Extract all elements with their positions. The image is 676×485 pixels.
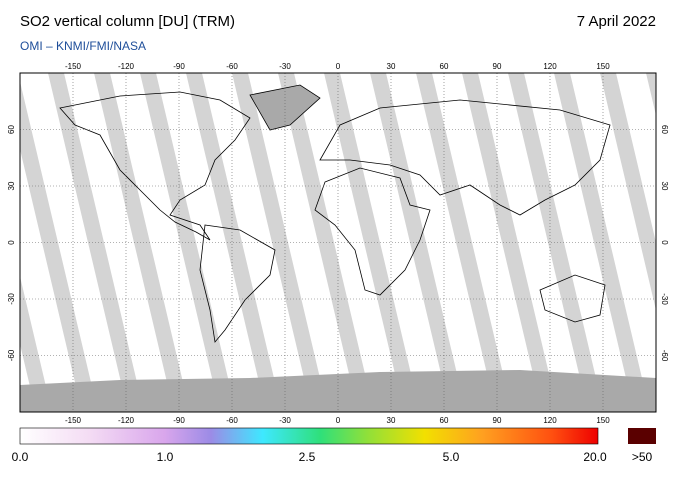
top-lon-label: 60 [440, 62, 449, 71]
swath [524, 73, 634, 412]
left-lat-label: -30 [7, 293, 16, 305]
swath [110, 73, 220, 412]
top-lon-label: 30 [387, 62, 396, 71]
bottom-lon-label: -120 [118, 416, 135, 425]
swath [20, 149, 82, 412]
right-lat-label: 60 [660, 125, 669, 134]
bottom-lon-label: 60 [440, 416, 449, 425]
colorbar-label: 0.0 [12, 450, 29, 464]
top-lon-label: -120 [118, 62, 135, 71]
top-lon-label: 150 [596, 62, 610, 71]
top-lon-label: -30 [279, 62, 291, 71]
colorbar-label: 20.0 [583, 450, 607, 464]
bottom-lon-label: 150 [596, 416, 610, 425]
bottom-lon-label: -90 [173, 416, 185, 425]
left-lat-label: 0 [7, 240, 16, 245]
colorbar-label: 5.0 [443, 450, 460, 464]
bottom-lon-label: -30 [279, 416, 291, 425]
colorbar-label: 1.0 [157, 450, 174, 464]
axis-labels: -150 -150 -120 -120 -90 -90 -60 -60 -30 -30 0 0 30 30… [7, 62, 669, 425]
top-lon-label: 0 [336, 62, 341, 71]
swath [156, 73, 266, 412]
colorbar-overflow [628, 428, 656, 444]
swath [248, 73, 358, 412]
swath [386, 73, 496, 412]
title: SO2 vertical column [DU] (TRM) [20, 13, 235, 30]
colorbar-labels: 0.0 1.0 2.5 5.0 20.0 >50 [12, 450, 653, 464]
right-lat-label: 30 [660, 182, 669, 191]
graticule [20, 73, 656, 412]
top-lon-label: 90 [493, 62, 502, 71]
colorbar-overflow-label: >50 [632, 450, 653, 464]
source: OMI – KNMI/FMI/NASA [20, 39, 146, 53]
colorbar [19, 427, 599, 445]
colorbar-label: 2.5 [299, 450, 316, 464]
bottom-lon-label: 30 [387, 416, 396, 425]
swath [616, 73, 656, 243]
right-lat-label: -60 [660, 350, 669, 362]
right-lat-label: 0 [660, 240, 669, 245]
top-lon-label: -90 [173, 62, 185, 71]
swath [432, 73, 542, 412]
map [20, 73, 656, 412]
map-frame [19, 72, 657, 413]
date: 7 April 2022 [577, 13, 656, 30]
right-lat-label: -30 [660, 293, 669, 305]
left-lat-label: 30 [7, 181, 16, 190]
bottom-lon-label: -150 [65, 416, 82, 425]
top-lon-label: -150 [65, 62, 82, 71]
bottom-lon-label: -60 [226, 416, 238, 425]
left-lat-label: 60 [7, 125, 16, 134]
left-lat-label: -60 [7, 349, 16, 361]
top-lon-label: -60 [226, 62, 238, 71]
top-lon-label: 120 [543, 62, 557, 71]
bottom-lon-label: 90 [493, 416, 502, 425]
swath [570, 73, 656, 412]
bottom-lon-label: 0 [336, 416, 341, 425]
bottom-lon-label: 120 [543, 416, 557, 425]
